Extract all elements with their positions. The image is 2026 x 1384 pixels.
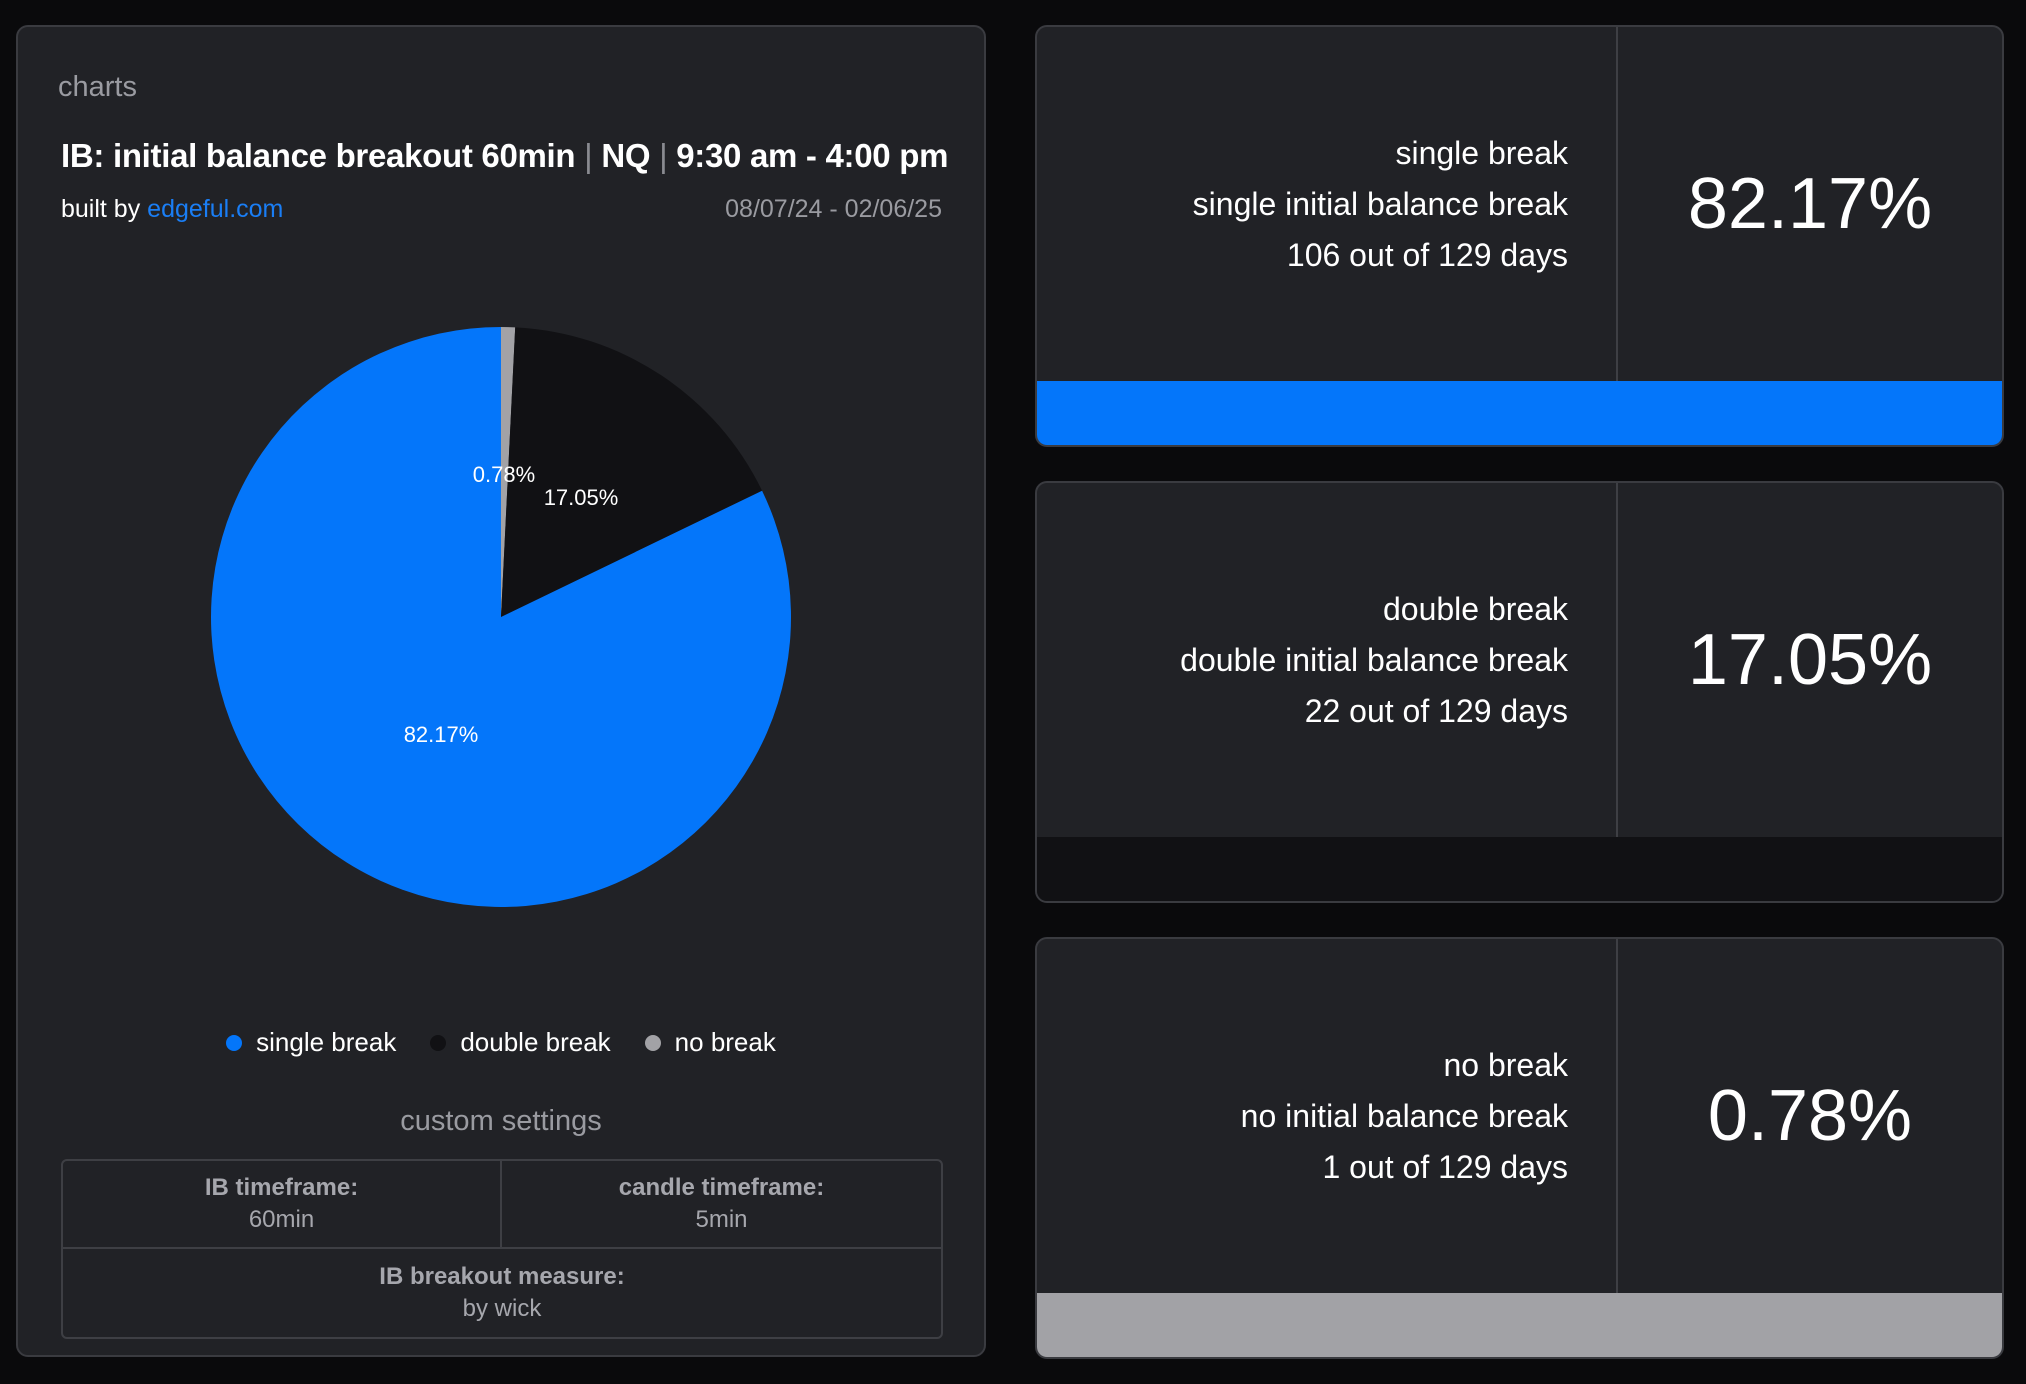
built-by-prefix: built by: [61, 195, 141, 223]
pie-slice-double-break[interactable]: [501, 327, 763, 617]
card-percent: 82.17%: [1687, 164, 1933, 244]
card-text: no break no initial balance break 1 out …: [1037, 939, 1618, 1293]
chart-title-main: IB: initial balance breakout 60min: [61, 137, 576, 174]
breakout-measure-value: by wick: [462, 1295, 542, 1322]
settings-table: IB timeframe: 60min candle timeframe: 5m…: [61, 1159, 943, 1339]
legend-label: single break: [256, 1027, 397, 1057]
candle-timeframe-value: 5min: [695, 1206, 748, 1233]
card-color-bar: [1037, 381, 2002, 445]
date-range: 08/07/24 - 02/06/25: [725, 195, 942, 223]
legend-dot: [226, 1034, 243, 1051]
breakout-measure-cell: IB breakout measure: by wick: [63, 1249, 941, 1337]
card-count: 22 out of 129 days: [1304, 692, 1568, 729]
card-percent: 0.78%: [1707, 1076, 1913, 1156]
card-count: 1 out of 129 days: [1322, 1148, 1568, 1185]
breakout-measure-label: IB breakout measure:: [379, 1263, 625, 1290]
card-color-bar: [1037, 837, 2002, 901]
card-subtitle: no initial balance break: [1240, 1097, 1568, 1134]
built-by: built by edgeful.com: [61, 195, 283, 224]
chart-title: IB: initial balance breakout 60min | NQ …: [61, 137, 948, 175]
card-count: 106 out of 129 days: [1286, 236, 1568, 273]
ib-timeframe-label: IB timeframe:: [204, 1174, 359, 1201]
card-percent-box: 0.78%: [1618, 939, 2002, 1293]
card-text: double break double initial balance brea…: [1037, 483, 1618, 837]
pie-label-single-break: 82.17%: [404, 722, 479, 747]
card-title: double break: [1382, 590, 1568, 627]
candle-timeframe-cell: candle timeframe: 5min: [502, 1161, 941, 1249]
panel-label: charts: [58, 71, 137, 103]
card-title: single break: [1395, 134, 1568, 171]
title-separator: |: [584, 137, 593, 174]
legend-dot: [644, 1034, 661, 1051]
pie-slice-single-break[interactable]: [210, 327, 792, 907]
chart-panel: charts IB: initial balance breakout 60mi…: [16, 25, 986, 1357]
pie-slice-no-break[interactable]: [501, 327, 516, 617]
stat-card-single-break: single break single initial balance brea…: [1035, 25, 2004, 447]
legend-dot: [430, 1034, 447, 1051]
candle-timeframe-label: candle timeframe:: [618, 1174, 825, 1201]
chart-legend: single break double break no break: [18, 1027, 984, 1058]
legend-item-double-break[interactable]: double break: [430, 1027, 611, 1058]
settings-title: custom settings: [400, 1105, 602, 1137]
card-subtitle: double initial balance break: [1180, 641, 1568, 678]
card-subtitle: single initial balance break: [1192, 185, 1568, 222]
pie-chart: 82.17% 17.05% 0.78%: [210, 327, 792, 907]
title-separator: |: [659, 137, 668, 174]
card-text: single break single initial balance brea…: [1037, 27, 1618, 381]
chart-title-hours: 9:30 am - 4:00 pm: [676, 137, 949, 174]
ib-timeframe-cell: IB timeframe: 60min: [63, 1161, 502, 1249]
card-title: no break: [1443, 1046, 1568, 1083]
legend-item-no-break[interactable]: no break: [644, 1027, 776, 1058]
card-color-bar: [1037, 1293, 2002, 1357]
stat-card-no-break: no break no initial balance break 1 out …: [1035, 937, 2004, 1359]
legend-label: no break: [674, 1027, 776, 1057]
pie-label-double-break: 17.05%: [544, 485, 619, 510]
stat-card-double-break: double break double initial balance brea…: [1035, 481, 2004, 903]
pie-label-no-break: 0.78%: [473, 462, 535, 487]
card-percent: 17.05%: [1687, 620, 1933, 700]
chart-title-symbol: NQ: [601, 137, 651, 174]
legend-item-single-break[interactable]: single break: [226, 1027, 396, 1058]
card-percent-box: 17.05%: [1618, 483, 2002, 837]
card-percent-box: 82.17%: [1618, 27, 2002, 381]
legend-label: double break: [460, 1027, 611, 1057]
ib-timeframe-value: 60min: [248, 1206, 315, 1233]
edgeful-link[interactable]: edgeful.com: [147, 195, 284, 223]
